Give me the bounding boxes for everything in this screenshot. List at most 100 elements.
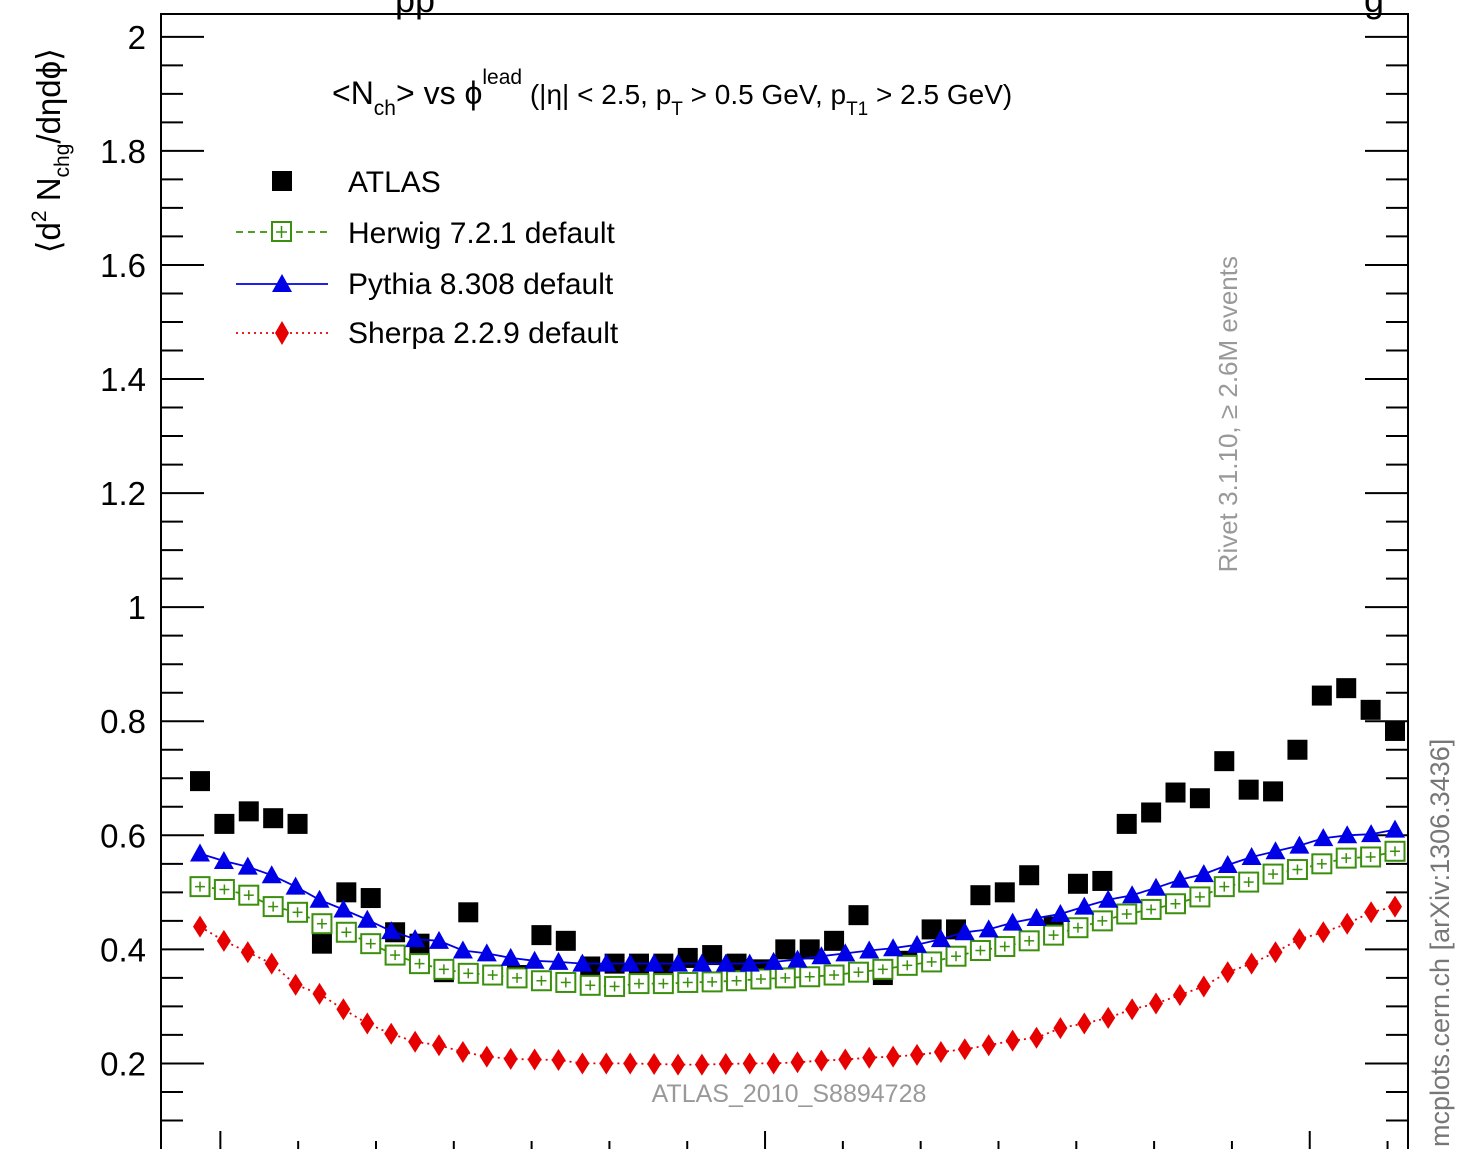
data-point: [907, 934, 927, 953]
data-point: [1005, 1029, 1020, 1052]
data-point: [263, 808, 284, 829]
legend: ATLAS Herwig 7.2.1 default Pythia 8.308 …: [236, 166, 619, 350]
data-point: [1340, 912, 1355, 935]
data-point: [1292, 928, 1307, 951]
data-point: [458, 902, 479, 923]
y-tick-label: 1.8: [100, 133, 146, 170]
y-tick-label: 1: [128, 589, 146, 626]
data-point: [1019, 865, 1040, 886]
data-point: [311, 933, 332, 954]
data-point: [1220, 961, 1235, 984]
data-point: [910, 1043, 924, 1066]
data-point: [548, 951, 569, 970]
data-point: [883, 938, 904, 957]
data-point: [835, 943, 856, 962]
data-point: [766, 1052, 781, 1075]
data-point: [1169, 869, 1190, 888]
data-point: [261, 865, 282, 884]
data-point: [575, 1052, 590, 1075]
data-point: [620, 953, 641, 972]
data-point: [1241, 846, 1262, 865]
data-point: [1189, 788, 1210, 809]
x-axis: [219, 1131, 1389, 1149]
series-pythia: [190, 819, 1405, 972]
data-point: [360, 888, 381, 909]
data-point: [739, 953, 760, 972]
data-point: [1244, 952, 1259, 975]
data-point: [1265, 841, 1286, 860]
data-point: [531, 925, 552, 946]
data-point: [1067, 873, 1088, 894]
y-tick-label: 0.6: [100, 817, 146, 854]
data-point: [1214, 751, 1235, 772]
legend-marker-sherpa: [275, 321, 289, 345]
data-point: [862, 1046, 877, 1069]
legend-entry-sherpa: Sherpa 2.2.9 default: [236, 317, 619, 350]
data-point: [1388, 895, 1402, 918]
data-point: [981, 1034, 996, 1057]
data-point: [1125, 998, 1140, 1021]
data-point: [429, 930, 449, 949]
data-point: [357, 909, 378, 928]
data-point: [555, 930, 576, 951]
series-sherpa: [193, 895, 1402, 1076]
legend-label-herwig: Herwig 7.2.1 default: [348, 217, 615, 250]
data-point: [1122, 885, 1143, 904]
data-point: [405, 929, 426, 948]
data-point: [1238, 779, 1259, 800]
legend-marker-pythia: [272, 274, 292, 292]
data-point: [787, 949, 808, 968]
legend-entry-herwig: Herwig 7.2.1 default: [236, 217, 615, 250]
data-point: [1337, 825, 1358, 844]
data-point: [596, 953, 617, 972]
data-point: [1361, 824, 1382, 843]
mcplots-source-note: mcplots.cern.ch [arXiv:1306.3436]: [1425, 739, 1455, 1147]
data-point: [288, 973, 303, 996]
series-herwig: [189, 840, 1406, 997]
data-point: [1385, 819, 1405, 838]
data-point: [775, 939, 796, 960]
data-point: [1360, 699, 1381, 720]
data-point: [1172, 984, 1187, 1007]
analysis-watermark: ATLAS_2010_S8894728: [652, 1080, 927, 1108]
data-point: [1116, 813, 1137, 834]
legend-label-pythia: Pythia 8.308 default: [348, 268, 614, 301]
chart-title-fragment: pp: [395, 0, 435, 20]
data-point: [811, 946, 832, 965]
data-point: [1002, 912, 1023, 931]
data-point: [1165, 782, 1186, 803]
data-point: [933, 1041, 948, 1064]
data-point: [1029, 1026, 1044, 1049]
data-point: [1316, 921, 1331, 944]
data-point: [799, 939, 820, 960]
data-point: [190, 843, 210, 862]
data-point: [763, 951, 784, 970]
data-point: [1313, 828, 1334, 847]
legend-label-sherpa: Sherpa 2.2.9 default: [348, 317, 619, 350]
data-point: [1289, 835, 1310, 854]
y-tick-label: 0.8: [100, 703, 146, 740]
data-point: [671, 1053, 685, 1076]
y-tick-label: 1.2: [100, 475, 146, 512]
data-point: [957, 1038, 972, 1061]
legend-label-atlas: ATLAS: [348, 166, 441, 199]
data-point: [214, 813, 235, 834]
data-point: [599, 1052, 614, 1075]
data-point: [309, 889, 330, 908]
data-point: [1053, 1017, 1068, 1040]
data-point: [1268, 941, 1283, 964]
data-point: [452, 940, 473, 959]
data-point: [824, 930, 845, 951]
data-point: [336, 882, 357, 903]
chart-title-fragment-right: g: [1364, 0, 1384, 20]
data-point: [1098, 889, 1119, 908]
data-point: [1364, 901, 1379, 924]
data-point: [1074, 896, 1095, 915]
data-point: [970, 885, 991, 906]
data-point: [384, 1022, 399, 1045]
data-point: [455, 1041, 470, 1064]
data-point: [1077, 1012, 1092, 1035]
legend-marker-atlas: [272, 171, 292, 191]
y-axis-label: ⟨d2 Nchg/dηdϕ⟩: [28, 48, 74, 253]
data-point: [1287, 739, 1308, 760]
